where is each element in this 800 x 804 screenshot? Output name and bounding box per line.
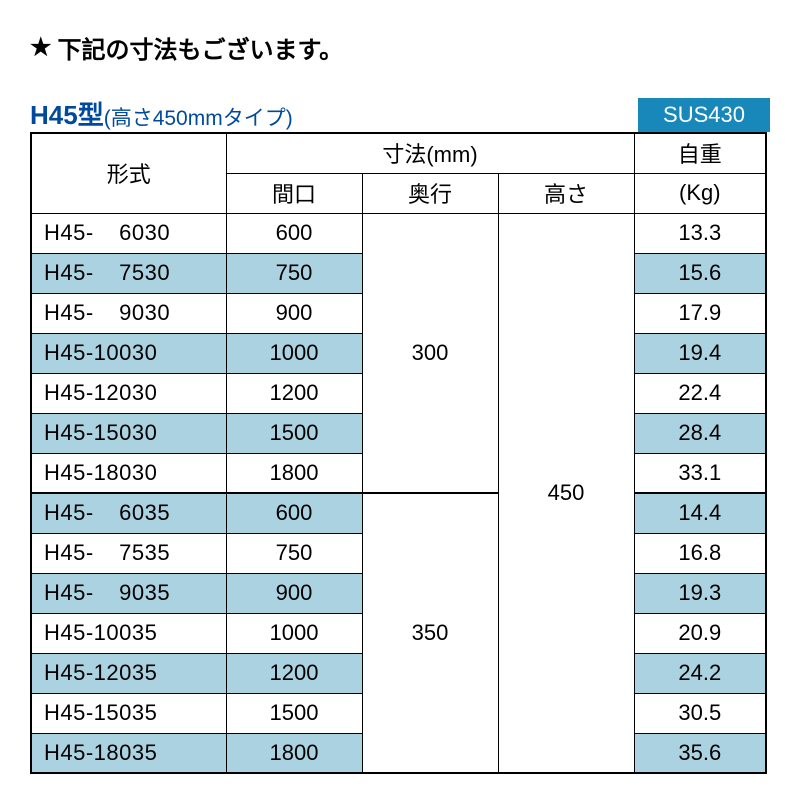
model-cell: H45-15030 [31, 413, 226, 453]
width-cell: 600 [226, 493, 362, 533]
weight-cell: 28.4 [634, 413, 766, 453]
model-cell: H45-18035 [31, 733, 226, 773]
width-cell: 1800 [226, 733, 362, 773]
title-row: H45型 (高さ450mmタイプ) SUS430 [30, 95, 770, 132]
top-note-text: 下記の寸法もございます。 [58, 30, 344, 65]
weight-cell: 30.5 [634, 693, 766, 733]
header-height: 高さ [498, 173, 634, 213]
width-cell: 1800 [226, 453, 362, 493]
width-cell: 1200 [226, 373, 362, 413]
star-icon: ★ [30, 33, 52, 62]
table-row: H45- 603060030045013.3 [31, 213, 766, 253]
width-cell: 900 [226, 293, 362, 333]
weight-cell: 20.9 [634, 613, 766, 653]
model-cell: H45- 6030 [31, 213, 226, 253]
width-cell: 1000 [226, 333, 362, 373]
weight-cell: 19.4 [634, 333, 766, 373]
height-cell: 450 [498, 213, 634, 773]
model-title: H45型 [30, 95, 104, 132]
model-cell: H45- 9030 [31, 293, 226, 333]
weight-cell: 33.1 [634, 453, 766, 493]
header-model: 形式 [31, 133, 226, 213]
width-cell: 750 [226, 533, 362, 573]
header-weight-top: 自重 [634, 133, 766, 173]
model-cell: H45- 7535 [31, 533, 226, 573]
header-dimensions: 寸法(mm) [226, 133, 634, 173]
header-weight-bottom: (Kg) [634, 173, 766, 213]
weight-cell: 35.6 [634, 733, 766, 773]
model-cell: H45-18030 [31, 453, 226, 493]
width-cell: 1000 [226, 613, 362, 653]
weight-cell: 19.3 [634, 573, 766, 613]
weight-cell: 13.3 [634, 213, 766, 253]
model-cell: H45-15035 [31, 693, 226, 733]
depth-cell: 350 [362, 493, 498, 773]
model-subtitle: (高さ450mmタイプ) [104, 102, 293, 132]
weight-cell: 22.4 [634, 373, 766, 413]
model-cell: H45- 7530 [31, 253, 226, 293]
width-cell: 900 [226, 573, 362, 613]
width-cell: 1500 [226, 693, 362, 733]
width-cell: 600 [226, 213, 362, 253]
header-width: 間口 [226, 173, 362, 213]
width-cell: 750 [226, 253, 362, 293]
weight-cell: 17.9 [634, 293, 766, 333]
weight-cell: 15.6 [634, 253, 766, 293]
depth-cell: 300 [362, 213, 498, 493]
width-cell: 1200 [226, 653, 362, 693]
spec-table: 形式 寸法(mm) 自重 間口 奥行 高さ (Kg) H45- 60306003… [30, 132, 767, 774]
weight-cell: 24.2 [634, 653, 766, 693]
model-cell: H45- 9035 [31, 573, 226, 613]
top-note: ★ 下記の寸法もございます。 [30, 30, 770, 65]
material-badge: SUS430 [638, 98, 770, 132]
weight-cell: 16.8 [634, 533, 766, 573]
model-cell: H45-12035 [31, 653, 226, 693]
model-cell: H45-10030 [31, 333, 226, 373]
model-cell: H45-12030 [31, 373, 226, 413]
weight-cell: 14.4 [634, 493, 766, 533]
model-cell: H45- 6035 [31, 493, 226, 533]
model-cell: H45-10035 [31, 613, 226, 653]
table-row: H45- 603560035014.4 [31, 493, 766, 533]
width-cell: 1500 [226, 413, 362, 453]
header-depth: 奥行 [362, 173, 498, 213]
